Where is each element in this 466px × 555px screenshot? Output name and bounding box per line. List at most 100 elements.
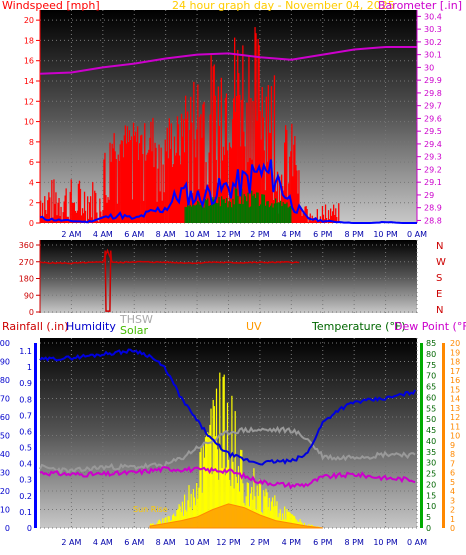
gust-bar [291,123,293,223]
solar-radiation-bar [189,507,191,528]
solar-radiation-bar [181,501,183,528]
gust-bar [239,94,241,224]
gust-bar [298,170,300,223]
dewpoint-y-tick: 18 [450,358,460,367]
solar-bar [210,203,213,223]
gust-bar [265,96,267,223]
gust-bar [273,75,276,223]
gust-bar [41,217,43,223]
rain-y-tick: 0.6 [19,427,32,436]
solar-bar [185,207,188,223]
gust-bar [224,98,227,223]
gust-bar [70,179,72,223]
temperature-label: Temperature (°F) [311,320,406,333]
gust-bar [101,216,103,223]
solar-radiation-bar [226,402,229,528]
barometer-y-tick: 29.8 [424,89,442,98]
solar-bar [190,206,193,223]
gust-bar [289,156,291,223]
gust-bar [125,143,128,223]
gust-bar [230,148,233,223]
gust-bar [121,140,123,223]
solar-bar [184,206,186,223]
wind-barometer-panel: Windspeed [mph] 24 hour graph day - Nove… [2,0,462,239]
gust-bar [174,155,177,223]
rain-label: Rainfall (.in) [2,320,69,333]
gust-bar [321,206,324,223]
solar-bar [268,207,270,223]
gust-bar [69,191,71,223]
rain-y-tick: 0.9 [19,379,32,388]
barometer-y-tick: 29.9 [424,76,442,85]
gust-bar [193,81,195,224]
dewpoint-y-tick: 11 [450,422,460,431]
temperature-y-tick: 75 [426,361,436,370]
solar-radiation-bar [222,376,224,528]
gust-bar [169,149,171,223]
gust-bar [93,221,95,223]
gust-bar [186,119,188,223]
wind-y-tick: 18 [24,36,34,45]
solar-radiation-bar [188,485,190,528]
gust-bar [218,125,220,223]
gust-bar [302,211,304,223]
gust-bar [317,221,319,223]
solar-radiation-bar [232,461,234,528]
temperature-y-tick: 10 [426,502,436,511]
solar-label: Solar [120,324,149,337]
solar-radiation-bar [221,468,223,528]
gust-bar [159,191,161,223]
gust-bar [141,134,143,223]
solar-bar [243,194,245,223]
gust-bar [232,119,234,223]
solar-radiation-bar [176,510,178,528]
gust-bar [338,203,340,223]
solar-radiation-bar [199,452,201,528]
gust-bar [108,199,110,223]
gust-bar [270,86,273,223]
temp-x-tick: 4 PM [282,538,301,547]
gust-bar [68,220,70,223]
direction-y-tick: 180 [19,275,34,284]
gust-bar [173,136,176,223]
temp-x-tick: 0 AM [407,538,427,547]
solar-bar [226,197,228,223]
barometer-y-tick: 29.3 [424,153,442,162]
solar-radiation-bar [228,459,230,528]
gust-bar [74,210,76,223]
solar-radiation-bar [299,519,301,528]
gust-bar [91,217,93,223]
temperature-y-tick: 30 [426,459,436,468]
wind-speed-line [39,159,417,224]
gust-bar [51,180,53,223]
wind-x-tick: 6 AM [124,230,144,239]
barometer-y-tick: 30 [424,63,434,72]
temperature-y-tick: 35 [426,448,436,457]
dewpoint-label: Dew Point (°F) [394,320,466,333]
solar-bar [198,202,200,223]
thsw-label: THSW [119,313,153,326]
solar-radiation-bar [284,506,286,528]
dewpoint-y-tick: 7 [450,459,455,468]
dewpoint-y-tick: 2 [450,506,455,515]
gust-bar [82,213,85,223]
solar-bar [264,205,267,223]
wind-x-tick: 4 AM [93,230,113,239]
gust-bar [42,202,44,223]
gust-bar [254,27,256,223]
solar-radiation-bar [195,505,197,528]
solar-bar [208,206,210,223]
solar-bar [221,196,223,223]
solar-bar [224,203,226,223]
gust-bar [296,170,298,223]
solar-bar [237,195,239,223]
solar-bar [238,203,240,223]
gust-bar [165,151,167,223]
solar-radiation-bar [192,489,194,528]
gust-bar [203,101,205,223]
gust-bar [46,214,48,223]
barometer-y-tick: 29.4 [424,140,442,149]
gust-bar [130,136,133,223]
gust-bar [90,196,92,223]
